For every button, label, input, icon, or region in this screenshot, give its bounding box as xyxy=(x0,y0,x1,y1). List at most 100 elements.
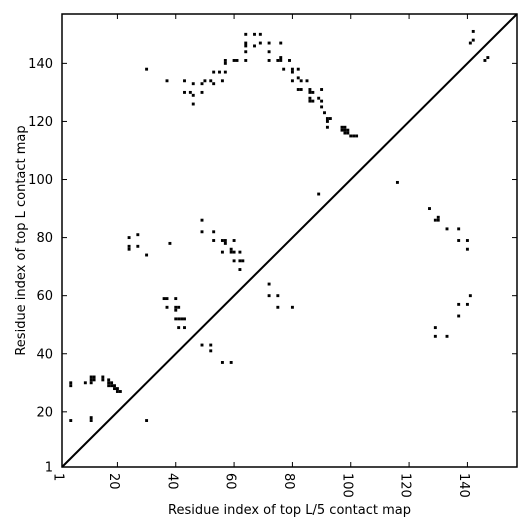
contact-point xyxy=(69,381,73,385)
contact-point xyxy=(127,247,131,251)
contact-point xyxy=(340,125,344,129)
contact-point xyxy=(299,88,303,91)
contact-point xyxy=(465,302,469,306)
contact-point xyxy=(267,41,271,45)
y-tick-label: 100 xyxy=(28,173,53,188)
contact-point xyxy=(276,59,280,62)
contact-point xyxy=(343,128,347,132)
contact-point xyxy=(483,59,487,62)
contact-point xyxy=(428,207,431,211)
contact-point xyxy=(92,375,96,379)
contact-point xyxy=(445,227,449,231)
contact-point xyxy=(311,90,315,94)
contact-point xyxy=(343,131,347,135)
contact-point xyxy=(89,375,93,379)
contact-point xyxy=(323,111,326,115)
contact-point xyxy=(290,305,294,309)
contact-point xyxy=(244,50,248,54)
plot-frame xyxy=(61,13,518,468)
contact-point xyxy=(229,250,233,254)
contact-point xyxy=(465,239,469,242)
contact-point xyxy=(471,29,475,33)
contact-point xyxy=(110,384,114,388)
contact-point xyxy=(457,239,461,242)
x-tick-label: 60 xyxy=(223,473,238,490)
contact-point xyxy=(267,50,271,54)
contact-point xyxy=(308,99,312,103)
contact-point xyxy=(355,134,359,138)
contact-point xyxy=(220,79,224,83)
contact-point xyxy=(83,381,87,385)
contact-point xyxy=(433,218,437,222)
contact-point xyxy=(127,236,131,240)
contact-point xyxy=(253,44,256,48)
contact-point xyxy=(113,384,116,388)
contact-point xyxy=(244,59,248,62)
contact-point xyxy=(212,230,216,234)
x-tick-label: 1 xyxy=(51,473,66,481)
y-tick-label: 40 xyxy=(36,347,53,362)
contact-point xyxy=(223,239,227,242)
contact-point xyxy=(92,378,96,382)
contact-point xyxy=(349,134,353,138)
contact-point xyxy=(174,305,178,309)
contact-point xyxy=(433,326,437,330)
contact-point xyxy=(457,314,461,318)
y-tick-label: 120 xyxy=(28,115,53,130)
contact-point xyxy=(229,361,233,364)
contact-point xyxy=(445,334,449,338)
contact-point xyxy=(220,239,224,242)
contact-point xyxy=(145,67,149,71)
contact-point xyxy=(209,343,213,347)
x-tick-label: 120 xyxy=(398,473,413,498)
contact-point xyxy=(107,381,111,385)
contact-point xyxy=(244,32,248,36)
contact-point xyxy=(200,82,204,86)
contact-point xyxy=(223,59,227,62)
x-axis-label: Residue index of top L/5 contact map xyxy=(168,503,411,518)
contact-point xyxy=(145,253,149,257)
contact-point xyxy=(180,317,184,321)
contact-point xyxy=(320,88,324,91)
contact-point xyxy=(308,96,312,100)
contact-point xyxy=(471,38,475,42)
contact-point xyxy=(223,61,227,65)
contact-point xyxy=(145,419,149,422)
contact-point xyxy=(232,239,236,242)
contact-point xyxy=(220,250,224,254)
y-tick-label: 20 xyxy=(36,405,53,420)
contact-point xyxy=(183,317,186,321)
contact-point xyxy=(200,343,204,347)
contact-point xyxy=(317,192,321,196)
contact-point xyxy=(200,218,204,222)
contact-point xyxy=(89,416,93,420)
x-tick-label: 140 xyxy=(456,473,471,498)
contact-point xyxy=(238,268,242,271)
contact-point xyxy=(468,294,472,298)
contact-point xyxy=(191,82,195,86)
contact-point xyxy=(258,32,262,36)
contact-point xyxy=(200,230,204,234)
x-tick-label: 100 xyxy=(339,473,354,498)
contact-point xyxy=(276,294,280,298)
contact-point xyxy=(218,70,221,74)
contact-point xyxy=(188,90,192,94)
contact-point xyxy=(113,387,116,391)
x-tick-label: 80 xyxy=(281,473,296,490)
contact-point xyxy=(290,67,294,71)
contact-point xyxy=(101,378,105,382)
contact-point xyxy=(308,90,312,94)
contact-point xyxy=(279,59,283,62)
contact-point xyxy=(282,67,286,71)
contact-point xyxy=(118,390,122,393)
contact-point xyxy=(267,59,271,62)
contact-point xyxy=(352,134,356,138)
contact-point xyxy=(69,419,73,422)
contact-point xyxy=(174,297,178,301)
contact-point xyxy=(238,259,242,263)
contact-point xyxy=(465,247,469,251)
contact-point xyxy=(177,305,181,309)
contact-point xyxy=(165,305,169,309)
contact-point xyxy=(220,361,224,364)
contact-point xyxy=(183,326,186,330)
